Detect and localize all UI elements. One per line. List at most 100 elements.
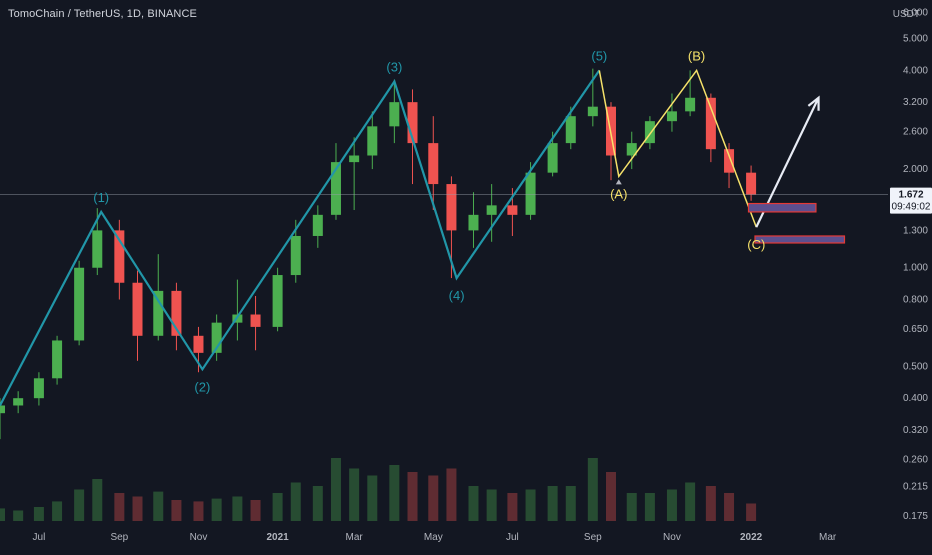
time-tick-label: Sep (584, 532, 602, 543)
time-tick-label: Mar (346, 532, 364, 543)
price-tick-label: 2.600 (903, 127, 928, 138)
price-axis[interactable]: 6.000 5.000 4.000 3.200 2.600 2.000 1.300 1.000… (890, 8, 932, 522)
candle-body (330, 162, 341, 215)
volume-bar (367, 475, 378, 521)
volume-bar (626, 493, 637, 521)
volume-bar (587, 458, 598, 521)
volume-bar (746, 503, 757, 521)
candle-body (407, 102, 418, 144)
candle-body (74, 267, 85, 341)
price-tick-label: 0.215 (903, 482, 928, 493)
candle-body (272, 275, 283, 327)
volume-bar (33, 507, 44, 521)
elliott-waves-layer (0, 68, 820, 407)
candle-body (565, 116, 576, 144)
wave-label-4: (4) (449, 288, 465, 303)
candle-body (486, 205, 497, 215)
volume-bar (74, 489, 85, 521)
candle-body (250, 314, 261, 327)
price-tick-label: 4.000 (903, 65, 928, 76)
volume-bar (114, 493, 125, 521)
candle-body (132, 282, 143, 336)
current-price-box-bg (890, 187, 932, 214)
candle-body (587, 106, 598, 117)
volume-bar (724, 493, 735, 521)
candle-body (171, 290, 182, 336)
volume-bar (232, 496, 243, 521)
candle-body (446, 184, 457, 231)
volume-bar (446, 468, 457, 521)
volume-bar (171, 500, 182, 521)
volume-bar (52, 501, 63, 521)
candle-body (0, 405, 5, 414)
candle-body (724, 149, 735, 173)
candle-body (644, 121, 655, 144)
wave-label-c: (C) (747, 237, 765, 252)
wave-label-a: (A) (610, 186, 627, 201)
time-tick-label: Jul (506, 532, 519, 543)
candle-body (705, 97, 716, 150)
volume-bar (132, 496, 143, 521)
time-tick-label: Nov (663, 532, 681, 543)
wave-label-3: (3) (386, 59, 402, 74)
candle-body (153, 290, 164, 336)
volume-bar (290, 482, 301, 521)
impulse-wave-line (0, 69, 601, 407)
volume-bar (507, 493, 518, 521)
target-zone-box (747, 202, 817, 213)
volume-bar (666, 489, 677, 521)
price-tick-label: 2.000 (903, 164, 928, 175)
volume-bar (685, 482, 696, 521)
volume-bar (0, 508, 5, 521)
candle-body (114, 230, 125, 283)
symbol-title: TomoChain / TetherUS, 1D, BINANCE (8, 8, 197, 20)
price-tick-label: 0.650 (903, 324, 928, 335)
candle-body (468, 214, 479, 231)
wave-label-1: (1) (93, 190, 109, 205)
candle-body (367, 126, 378, 156)
price-tick-label: 0.500 (903, 361, 928, 372)
price-tick-label: 0.400 (903, 393, 928, 404)
price-tick-label: 0.175 (903, 511, 928, 522)
time-axis[interactable]: Jul Sep Nov 2021 Mar May Jul Sep Nov 2022 Mar (33, 532, 837, 543)
candle-body (290, 235, 301, 276)
candle-body (211, 322, 222, 353)
time-tick-label: Nov (190, 532, 208, 543)
forecast-arrow-head (807, 95, 820, 111)
current-price-countdown: 09:49:02 (892, 202, 931, 213)
volume-layer (0, 458, 757, 521)
candle-body (33, 378, 44, 399)
candle-body (666, 111, 677, 122)
volume-bar (250, 500, 261, 521)
price-tick-label: 0.800 (903, 295, 928, 306)
volume-bar (644, 493, 655, 521)
candle-body (428, 143, 439, 185)
candle-body (92, 230, 103, 268)
corrective-wave-line (598, 68, 758, 228)
candle-body (746, 172, 757, 195)
candles-layer (0, 68, 757, 440)
wave-labels-layer: (1) (2) (3) (4) (5) (A) (B) (C) (93, 48, 765, 394)
candle-body (13, 398, 24, 406)
price-tick-label: 0.320 (903, 425, 928, 436)
price-tick-label: 0.260 (903, 455, 928, 466)
candle-body (389, 102, 400, 127)
volume-bar (13, 510, 24, 521)
volume-bar (407, 472, 418, 521)
target-zone-box (754, 235, 846, 244)
volume-bar (525, 489, 536, 521)
volume-bar (389, 465, 400, 521)
wave-label-5: (5) (591, 48, 607, 63)
candle-body (312, 214, 323, 236)
time-tick-label: 2022 (740, 532, 763, 543)
wave-label-2: (2) (194, 379, 210, 394)
candle-body (507, 205, 518, 215)
volume-bar (547, 486, 558, 521)
candle-body (626, 143, 637, 156)
volume-bar (565, 486, 576, 521)
volume-bar (486, 489, 497, 521)
price-tick-label: 5.000 (903, 34, 928, 45)
